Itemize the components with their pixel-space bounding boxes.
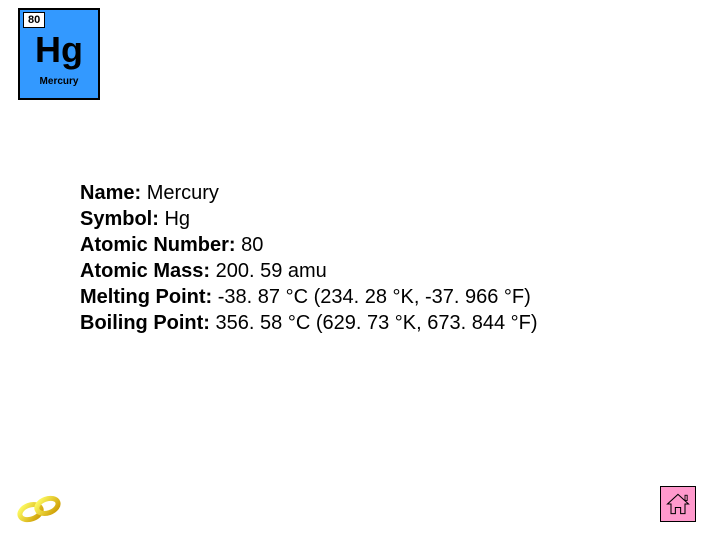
atomic-number-box: 80 [23,12,45,28]
property-label: Symbol: [80,208,159,230]
element-properties: Name: Mercury Symbol: Hg Atomic Number: … [80,180,538,336]
home-icon [664,490,692,518]
element-symbol: Hg [35,32,83,68]
property-value: Mercury [141,182,219,204]
property-value: Hg [159,208,190,230]
property-value: 200. 59 amu [210,260,327,282]
property-melting-point: Melting Point: -38. 87 °C (234. 28 °K, -… [80,284,538,310]
home-button[interactable] [660,486,696,522]
property-symbol: Symbol: Hg [80,206,538,232]
property-label: Atomic Mass: [80,260,210,282]
property-atomic-number: Atomic Number: 80 [80,232,538,258]
property-name: Name: Mercury [80,180,538,206]
property-label: Name: [80,182,141,204]
property-label: Melting Point: [80,286,212,308]
property-value: 356. 58 °C (629. 73 °K, 673. 844 °F) [210,312,538,334]
property-value: -38. 87 °C (234. 28 °K, -37. 966 °F) [212,286,531,308]
property-boiling-point: Boiling Point: 356. 58 °C (629. 73 °K, 6… [80,310,538,336]
element-name: Mercury [40,76,79,87]
element-tile: 80 Hg Mercury [18,8,100,100]
chain-link-icon[interactable] [12,488,66,530]
property-atomic-mass: Atomic Mass: 200. 59 amu [80,258,538,284]
property-label: Boiling Point: [80,312,210,334]
property-label: Atomic Number: [80,234,236,256]
property-value: 80 [236,234,264,256]
